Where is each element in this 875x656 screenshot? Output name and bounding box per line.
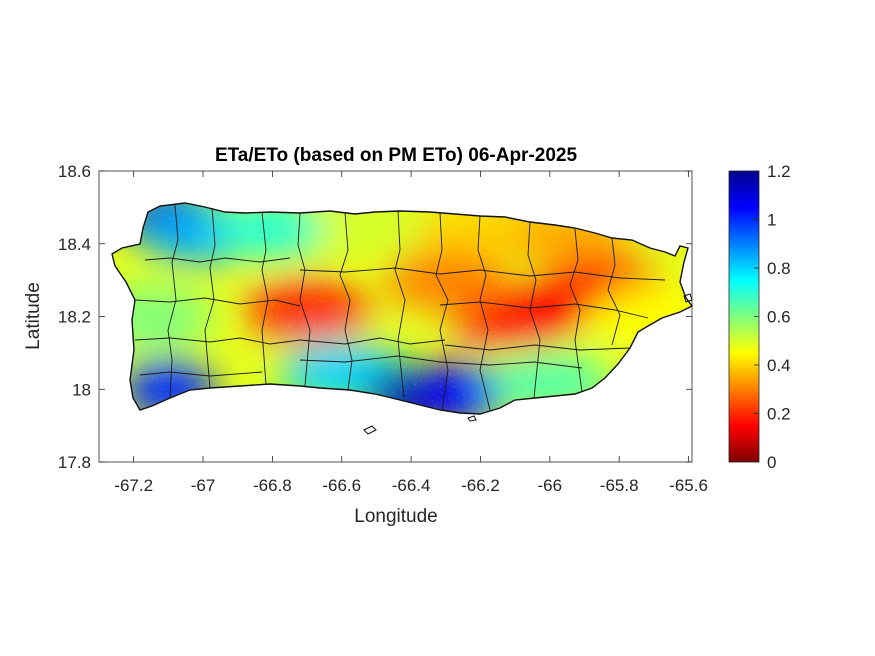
y-tick-label: 18	[72, 380, 91, 399]
x-tick-label: -67	[191, 476, 216, 495]
colorbar-tick-label: 0.8	[767, 259, 791, 278]
municipality-border-15	[439, 301, 649, 319]
small-island-1	[467, 415, 477, 422]
municipality-border-13	[134, 337, 446, 345]
municipality-border-4	[297, 212, 311, 387]
municipality-border-18	[139, 371, 263, 377]
y-tick-label: 18.2	[58, 308, 91, 327]
colorbar-tick-label: 1.2	[767, 162, 791, 181]
municipality-border-7	[435, 212, 449, 411]
municipality-border-6	[394, 210, 406, 399]
municipality-border-12	[134, 297, 301, 307]
municipality-border-9	[527, 221, 541, 399]
municipality-border-14	[299, 267, 666, 281]
municipality-border-3	[261, 211, 269, 386]
y-tick-label: 18.6	[58, 162, 91, 181]
x-tick-label: -65.8	[600, 476, 639, 495]
x-tick-label: -66	[538, 476, 563, 495]
colorbar-tick-label: 0.2	[767, 405, 791, 424]
municipality-border-10	[569, 228, 583, 393]
municipality-border-11	[607, 237, 621, 346]
y-axis-label: Latitude	[23, 282, 44, 350]
heat-field	[112, 203, 692, 414]
municipality-border-17	[299, 355, 583, 369]
x-tick-label: -66.4	[392, 476, 431, 495]
municipality-border-5	[339, 212, 353, 391]
colorbar-tick-label: 0	[767, 453, 776, 472]
municipality-border-1	[167, 204, 179, 399]
small-island-2	[683, 293, 693, 303]
x-axis-label: Longitude	[354, 506, 437, 527]
chart-title: ETa/ETo (based on PM ETo) 06-Apr-2025	[215, 145, 578, 166]
x-tick-label: -66.6	[322, 476, 361, 495]
colorbar-tick-label: 1	[767, 211, 776, 230]
municipality-border-2	[204, 207, 216, 389]
municipality-border-16	[444, 344, 631, 351]
colorbar-tick-label: 0.4	[767, 356, 791, 375]
x-axis-ticks: -67.2 -67 -66.8 -66.6 -66.4 -66.2 -66 -65.8 -65.…	[114, 171, 708, 495]
y-tick-label: 18.4	[58, 235, 91, 254]
small-island-0	[363, 425, 377, 435]
island-outline	[111, 202, 694, 415]
colorbar-ticks: 0 0.2 0.4 0.6 0.8 1 1.2	[754, 162, 791, 472]
y-axis-ticks: 17.8 18 18.2 18.4 18.6	[58, 162, 692, 472]
municipality-borders	[134, 204, 666, 411]
municipality-border-0	[144, 257, 291, 263]
x-tick-label: -65.6	[669, 476, 708, 495]
y-tick-label: 17.8	[58, 453, 91, 472]
x-tick-label: -66.2	[461, 476, 500, 495]
municipality-border-8	[477, 215, 491, 411]
colorbar-tick-label: 0.6	[767, 308, 791, 327]
x-tick-label: -67.2	[114, 476, 153, 495]
small-islands	[363, 293, 693, 435]
x-tick-label: -66.8	[253, 476, 292, 495]
